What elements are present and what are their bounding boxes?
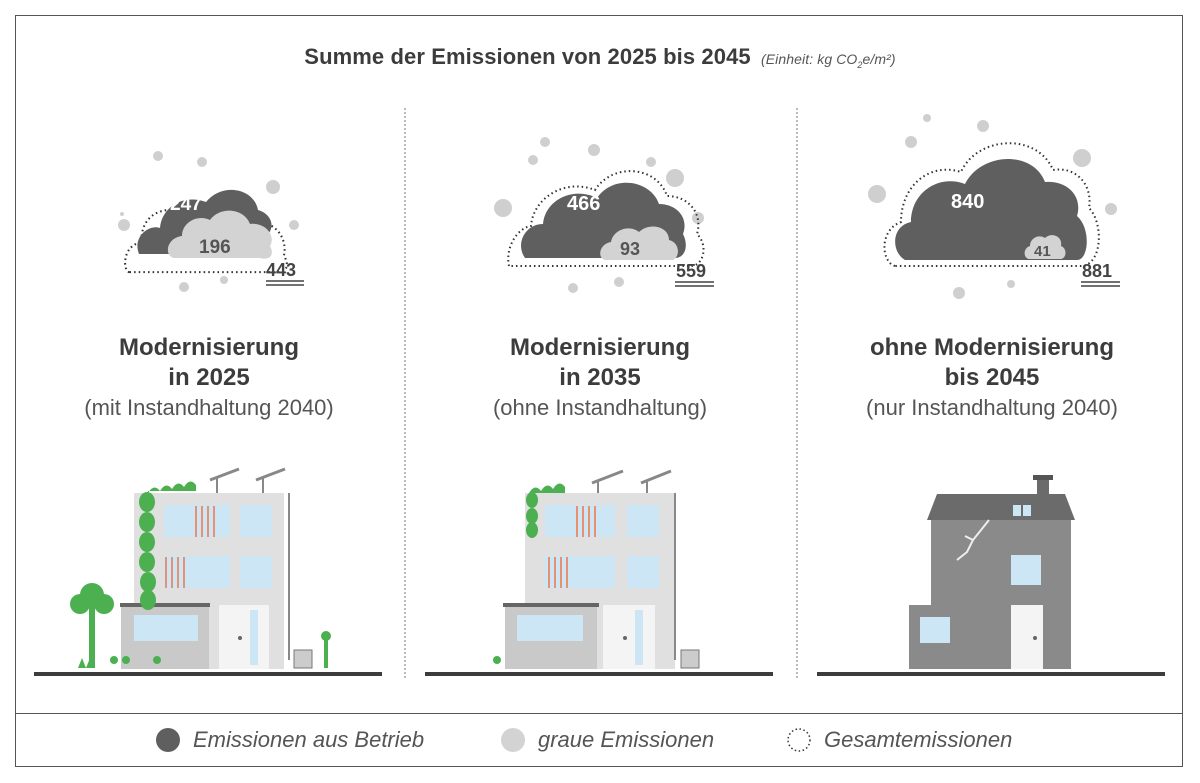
legend-item-total: Gesamtemissionen xyxy=(786,724,1012,756)
legend-label-grey: graue Emissionen xyxy=(538,727,715,752)
value-grey-1: 196 xyxy=(199,237,231,258)
scenario-1-line2: in 2025 xyxy=(168,364,250,391)
legend-label-total: Gesamtemissionen xyxy=(824,727,1013,752)
legend-divider xyxy=(15,713,1183,714)
scenario-2-graphic: 466 93 559 xyxy=(425,137,773,676)
scenario-3: 840 41 881 ohne Modernisierung bis 2045 … xyxy=(797,96,1187,696)
legend-swatch-total xyxy=(787,728,811,752)
legend-item-grey: graue Emissionen xyxy=(500,724,714,756)
legend: Emissionen aus Betrieb graue Emissionen … xyxy=(0,724,1200,756)
scenario-1-graphic: 247 196 443 xyxy=(34,151,382,676)
scenario-3-line3: (nur Instandhaltung 2040) xyxy=(866,395,1118,420)
cloud-operational-3 xyxy=(895,158,1087,260)
cloud-2: 466 93 559 xyxy=(507,170,714,287)
bubbles-1 xyxy=(118,151,299,292)
scenario-2-line3: (ohne Instandhaltung) xyxy=(492,395,708,420)
cloud-grey-2 xyxy=(600,226,678,260)
cloud-1: 247 196 443 xyxy=(124,189,304,286)
scenario-1-line1: Modernisierung xyxy=(118,334,299,361)
cloud-grey-3 xyxy=(1024,235,1066,259)
value-total-1: 443 xyxy=(266,260,296,280)
building-old xyxy=(817,475,1165,676)
value-grey-3: 41 xyxy=(1034,243,1051,260)
title-main: Summe der Emissionen von 2025 bis 2045 xyxy=(304,44,751,69)
value-operational-3: 840 xyxy=(951,191,984,213)
legend-label-operational: Emissionen aus Betrieb xyxy=(193,727,425,752)
scenario-3-line2: bis 2045 xyxy=(944,364,1040,391)
scenario-3-label: ohne Modernisierung bis 2045 (nur Instan… xyxy=(797,333,1187,423)
scenario-1: 247 196 443 xyxy=(14,96,404,696)
scenario-1-label: Modernisierung in 2025 (mit Instandhaltu… xyxy=(14,333,404,423)
scenario-2-line1: Modernisierung xyxy=(509,334,690,361)
value-grey-2: 93 xyxy=(620,239,640,259)
value-total-3: 881 xyxy=(1082,261,1112,281)
scenario-3-graphic: 840 41 881 xyxy=(817,114,1165,676)
legend-swatch-grey xyxy=(501,728,525,752)
cloud-3: 840 41 881 xyxy=(883,142,1120,287)
scenario-1-line3: (mit Instandhaltung 2040) xyxy=(84,395,334,420)
scenario-2: 466 93 559 Modernisierung xyxy=(405,96,795,696)
scenario-2-label: Modernisierung in 2035 (ohne Instandhalt… xyxy=(405,333,795,423)
scenario-3-line1: ohne Modernisierung xyxy=(869,334,1114,361)
value-total-2: 559 xyxy=(676,261,706,281)
title-unit: (Einheit: kg CO2e/m²) xyxy=(760,51,896,70)
legend-item-operational: Emissionen aus Betrieb xyxy=(155,724,424,756)
value-operational-2: 466 xyxy=(567,193,600,215)
cloud-grey-1 xyxy=(167,210,272,259)
bubbles-2 xyxy=(494,137,704,293)
bubbles-3 xyxy=(868,114,1117,299)
chart-frame xyxy=(15,15,1183,767)
building-modern-green xyxy=(34,467,382,676)
legend-swatch-operational xyxy=(156,728,180,752)
scenario-2-line2: in 2035 xyxy=(559,364,641,391)
building-modern-partial xyxy=(425,469,773,676)
chart-title: Summe der Emissionen von 2025 bis 2045 (… xyxy=(0,44,1200,70)
value-operational-1: 247 xyxy=(170,194,202,215)
separator-1 xyxy=(404,108,406,678)
separator-2 xyxy=(796,108,798,678)
